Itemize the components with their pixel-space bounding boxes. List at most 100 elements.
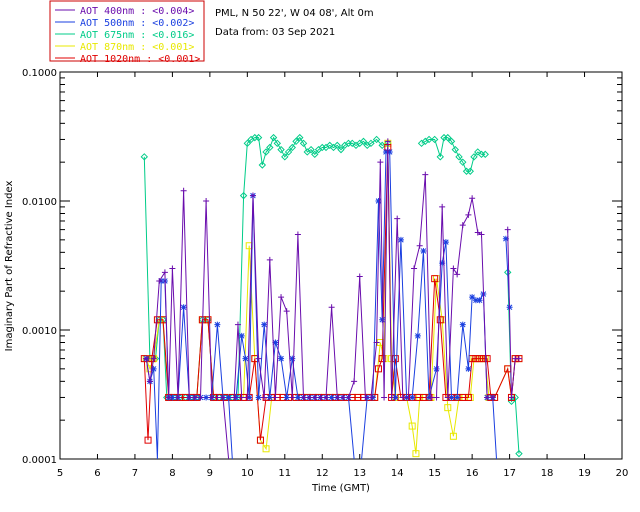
y-tick-label: 0.0100 <box>22 197 57 208</box>
data-point <box>306 394 313 401</box>
data-point <box>180 304 187 311</box>
x-tick-label: 19 <box>578 468 591 479</box>
data-point <box>278 294 285 301</box>
series-line <box>145 280 233 460</box>
data-point <box>266 394 273 401</box>
data-point <box>323 394 330 401</box>
data-point <box>469 294 476 301</box>
data-point <box>311 150 319 159</box>
legend-entry: AOT 675nm : <0.016> <box>80 30 194 41</box>
data-point <box>328 304 335 311</box>
data-point <box>231 394 238 401</box>
legend: AOT 400nm : <0.004>AOT 500nm : <0.002>AO… <box>49 0 205 65</box>
y-tick-label: 0.0010 <box>22 326 57 337</box>
series-aot-400nm <box>143 138 522 460</box>
data-point <box>262 445 270 453</box>
data-point <box>466 167 474 175</box>
data-point <box>204 316 212 324</box>
data-point <box>262 148 270 156</box>
location-label: PML, N 50 22', W 04 08', Alt 0m <box>215 8 374 19</box>
data-point <box>197 394 204 401</box>
data-point <box>144 436 152 444</box>
data-point <box>281 153 289 161</box>
data-point <box>483 355 491 363</box>
data-point <box>489 394 496 401</box>
series-line <box>145 143 519 454</box>
data-point <box>317 394 324 401</box>
data-point <box>470 153 478 161</box>
data-point <box>392 394 399 401</box>
data-point <box>454 271 461 278</box>
x-tick-label: 5 <box>57 468 63 479</box>
data-point <box>289 355 296 362</box>
data-point <box>266 143 274 152</box>
series-aot-675nm <box>140 133 523 458</box>
x-tick-label: 9 <box>207 468 213 479</box>
data-point <box>394 215 401 222</box>
data-point <box>165 394 172 401</box>
data-point <box>311 394 318 401</box>
x-tick-label: 14 <box>391 468 404 479</box>
data-point <box>515 449 523 458</box>
data-point <box>508 394 515 401</box>
data-point <box>289 394 296 401</box>
data-point <box>431 275 439 283</box>
data-point <box>307 145 315 154</box>
data-point <box>258 161 267 169</box>
data-point <box>296 133 304 142</box>
data-point <box>242 355 249 362</box>
data-point <box>504 226 511 233</box>
data-point <box>382 148 389 155</box>
data-point <box>478 231 485 238</box>
data-point <box>339 394 346 401</box>
data-point <box>476 355 484 363</box>
data-point <box>351 378 358 385</box>
data-point <box>156 277 163 284</box>
data-point <box>476 297 483 304</box>
data-point <box>465 365 472 372</box>
x-tick-label: 7 <box>132 468 138 479</box>
data-point <box>479 355 487 363</box>
data-point <box>378 355 386 363</box>
data-point <box>450 265 457 272</box>
data-point <box>379 316 386 323</box>
data-point <box>397 236 404 243</box>
data-point <box>283 394 290 401</box>
data-point <box>161 269 168 276</box>
data-point <box>272 339 279 346</box>
data-point <box>256 436 264 444</box>
data-point <box>277 145 285 154</box>
data-point <box>203 198 210 204</box>
legend-entry: AOT 500nm : <0.002> <box>80 18 194 29</box>
data-point <box>433 365 440 372</box>
data-point <box>214 321 221 328</box>
data-point <box>292 137 300 146</box>
data-point <box>294 394 301 401</box>
data-point <box>377 159 384 166</box>
data-point <box>261 321 268 328</box>
x-tick-label: 6 <box>94 468 100 479</box>
data-point <box>416 242 423 249</box>
data-point <box>175 394 182 401</box>
data-point <box>143 355 150 362</box>
x-tick-label: 10 <box>241 468 254 479</box>
data-point <box>269 133 278 142</box>
x-tick-label: 12 <box>316 468 329 479</box>
data-point <box>372 135 381 144</box>
data-point <box>444 394 451 401</box>
data-point <box>208 394 215 401</box>
data-point <box>439 203 446 210</box>
data-point <box>408 422 416 430</box>
data-point <box>427 394 434 401</box>
data-point <box>449 432 457 440</box>
data-point <box>378 141 386 150</box>
data-point <box>266 256 273 263</box>
data-point <box>386 148 393 155</box>
data-point <box>284 148 293 156</box>
data-point <box>225 394 232 401</box>
data-point <box>375 198 382 204</box>
x-axis-title: Time (GMT) <box>311 483 370 494</box>
data-point <box>465 211 472 218</box>
data-point <box>502 235 509 242</box>
data-point <box>367 139 375 148</box>
